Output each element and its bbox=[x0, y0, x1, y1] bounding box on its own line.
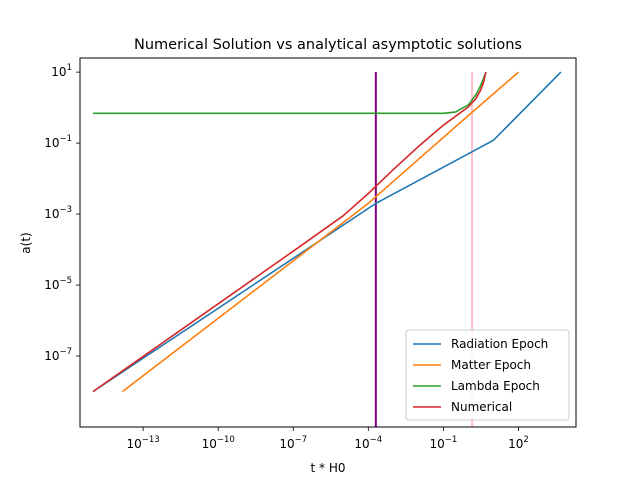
legend-label-numerical: Numerical bbox=[451, 400, 512, 414]
legend-label-matter-epoch: Matter Epoch bbox=[451, 358, 531, 372]
legend-label-lambda-epoch: Lambda Epoch bbox=[451, 379, 540, 393]
y-tick-label: 10−7 bbox=[44, 347, 72, 363]
axes-frame bbox=[79, 57, 577, 428]
y-axis-label: a(t) bbox=[19, 232, 33, 253]
series-line-radiation-epoch bbox=[92, 71, 562, 393]
x-axis-label: t * H0 bbox=[311, 461, 346, 475]
y-tick-label: 101 bbox=[51, 63, 72, 79]
legend-label-radiation-epoch: Radiation Epoch bbox=[451, 337, 548, 351]
legend-items: Radiation Epoch Matter Epoch Lambda Epoch N… bbox=[413, 337, 548, 414]
legend: Radiation Epoch Matter Epoch Lambda Epoch N… bbox=[405, 329, 570, 421]
series-line-numerical bbox=[92, 71, 487, 393]
legend-box bbox=[405, 329, 570, 421]
y-tick-label: 10−3 bbox=[44, 205, 72, 221]
chart-title: Numerical Solution vs analytical asympto… bbox=[134, 37, 522, 53]
y-tick-label: 10−5 bbox=[44, 276, 72, 292]
series-line-matter-epoch bbox=[122, 71, 519, 393]
y-tick-label: 10−1 bbox=[44, 134, 72, 150]
series-line-lambda-epoch bbox=[93, 71, 487, 115]
